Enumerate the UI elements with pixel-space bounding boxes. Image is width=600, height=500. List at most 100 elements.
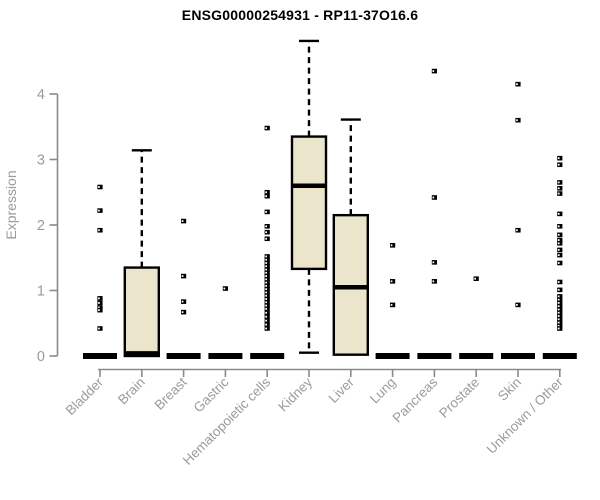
iqr-box: [123, 266, 161, 358]
boxplot-brain: [123, 149, 161, 358]
outlier-point: [557, 303, 563, 309]
outlier-point: [431, 68, 437, 74]
outlier-point: [557, 294, 563, 299]
zero-median-bar: [208, 353, 243, 359]
outlier-point: [264, 209, 270, 215]
x-tick-label-brain: Brain: [115, 375, 148, 408]
y-tick-label: 3: [37, 153, 45, 169]
outlier-point: [97, 227, 103, 233]
outlier-point: [264, 318, 270, 323]
outlier-point: [557, 297, 563, 302]
y-tick-label: 0: [37, 349, 45, 365]
outlier-point: [181, 273, 187, 279]
outlier-point: [264, 314, 270, 319]
outlier-point: [557, 237, 563, 243]
y-axis: 0 1 2 3 4 Expression: [3, 87, 59, 365]
outlier-point: [557, 252, 563, 258]
outlier-point: [557, 260, 563, 266]
outlier-point: [181, 218, 187, 224]
outlier-point: [557, 300, 563, 306]
outlier-point: [97, 184, 103, 190]
outlier-point: [473, 276, 479, 282]
x-tick-label-kidney: Kidney: [275, 374, 315, 414]
outlier-point: [557, 162, 563, 168]
outlier-point: [515, 302, 521, 308]
outlier-point: [557, 310, 563, 316]
outlier-point: [264, 326, 270, 331]
zero-median-bar: [459, 353, 494, 359]
outlier-point: [264, 254, 270, 259]
boxplot-hematopoietic-cells: [250, 125, 285, 359]
outlier-point: [264, 277, 270, 282]
outlier-point: [557, 320, 563, 325]
boxplot-unknown-other: [542, 155, 577, 359]
outlier-point: [264, 322, 270, 327]
outlier-point: [557, 241, 563, 246]
outlier-point: [264, 189, 270, 195]
zero-median-bar: [166, 353, 201, 359]
outlier-point: [264, 299, 270, 305]
outlier-point: [390, 243, 396, 248]
x-tick-label-gastric: Gastric: [191, 374, 232, 415]
outlier-point: [557, 186, 563, 191]
outlier-point: [264, 310, 270, 316]
x-tick-label-bladder: Bladder: [63, 374, 107, 418]
chart-title: ENSG00000254931 - RP11-37O16.6: [181, 7, 419, 23]
boxplot-pancreas: [417, 68, 452, 359]
zero-median-bar: [375, 353, 410, 359]
outlier-point: [264, 193, 270, 199]
outlier-point: [557, 155, 563, 161]
iqr-box: [332, 213, 369, 356]
y-tick-label: 2: [37, 218, 45, 234]
outlier-point: [515, 117, 521, 123]
outlier-point: [222, 286, 228, 291]
outlier-point: [264, 280, 270, 285]
outlier-point: [264, 283, 270, 289]
outlier-point: [557, 307, 563, 312]
outlier-point: [557, 326, 563, 331]
outlier-point: [390, 302, 396, 308]
boxplot-kidney: [290, 39, 328, 354]
outlier-point: [557, 211, 563, 217]
boxplot-prostate: [459, 276, 494, 359]
outlier-point: [557, 323, 563, 329]
outlier-point: [431, 260, 437, 265]
boxplot-gastric: [208, 286, 243, 359]
outlier-point: [97, 208, 103, 213]
outlier-point: [264, 236, 270, 242]
boxplot-breast: [166, 218, 201, 359]
outlier-point: [264, 229, 270, 235]
outlier-point: [264, 270, 270, 276]
outlier-point: [557, 191, 563, 196]
outlier-point: [264, 286, 270, 292]
boxplot-bladder: [83, 184, 117, 359]
x-tick-label-lung: Lung: [367, 375, 399, 407]
outlier-point: [264, 263, 270, 269]
x-tick-label-liver: Liver: [326, 374, 358, 406]
iqr-box: [290, 135, 328, 271]
zero-median-bar: [417, 353, 452, 359]
outlier-point: [264, 293, 270, 299]
outlier-point: [97, 307, 103, 313]
y-axis-label: Expression: [3, 170, 19, 239]
outlier-point: [264, 273, 270, 279]
boxplot-skin: [501, 81, 535, 359]
outlier-point: [557, 313, 563, 319]
zero-median-bar: [542, 353, 577, 359]
zero-median-bar: [83, 353, 117, 359]
outlier-point: [557, 232, 563, 238]
x-tick-label-pancreas: Pancreas: [390, 374, 441, 425]
outlier-point: [431, 195, 437, 200]
x-tick-label-breast: Breast: [152, 374, 190, 412]
outlier-point: [557, 224, 563, 229]
zero-median-bar: [250, 353, 285, 359]
outlier-point: [515, 227, 521, 233]
outlier-point: [97, 305, 103, 310]
outlier-point: [97, 326, 103, 331]
zero-median-bar: [501, 353, 535, 359]
outlier-point: [264, 125, 270, 131]
x-tick-label-skin: Skin: [495, 375, 524, 404]
outlier-point: [181, 309, 187, 315]
outlier-point: [557, 317, 563, 322]
